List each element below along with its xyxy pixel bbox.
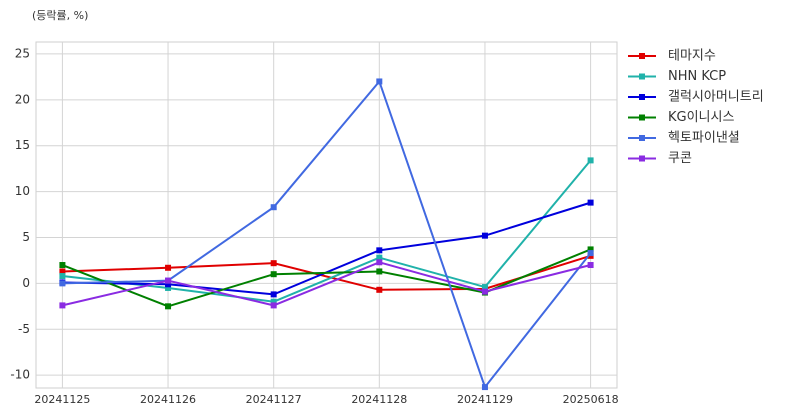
legend-marker [639,73,645,80]
point-marker [376,268,383,275]
legend-marker [639,53,645,59]
x-tick-label: 20250618 [563,393,619,406]
point-marker [376,78,383,85]
point-marker [376,286,383,293]
y-tick-label: 15 [15,138,30,152]
x-tick-label: 20241129 [457,393,513,406]
point-marker [165,277,172,284]
series-line [62,79,592,390]
legend-label: 헥토파이낸셜 [668,131,740,146]
series-line [62,248,591,308]
y-tick-label: 0 [22,276,30,290]
y-tick-label: -10 [10,368,30,382]
plot-frame [35,41,618,389]
point-marker [59,268,66,275]
legend-label: KG이니시스 [668,110,734,125]
series-line [62,261,591,307]
point-marker [270,204,277,211]
series-line [62,159,592,303]
y-tick-label: 20 [15,92,30,106]
y-tick-label: 10 [15,184,30,198]
point-marker [376,247,383,254]
legend-label: 쿠콘 [668,151,692,166]
point-marker [165,281,172,288]
legend-label: 갤럭시아머니트리 [668,90,764,105]
series-line [62,254,591,291]
x-tick-label: 20241126 [140,393,196,406]
legend-marker [639,94,645,100]
point-marker [165,284,172,291]
legend-marker [639,135,645,141]
point-marker [481,232,488,239]
point-marker [59,262,66,269]
legend-marker [639,114,645,121]
point-marker [59,302,66,309]
y-tick-label: 5 [22,230,30,244]
point-marker [587,246,594,253]
point-marker [587,262,594,269]
point-marker [59,280,66,287]
legend-label: NHN KCP [668,69,726,84]
point-marker [270,298,277,305]
point-marker [481,288,488,295]
point-marker [376,254,383,261]
x-tick-label: 20241127 [246,393,302,406]
point-marker [59,273,66,280]
y-tick-label: 25 [15,46,30,60]
point-marker [270,271,277,278]
point-marker [587,250,594,257]
x-tick-label: 20241125 [34,393,90,406]
y-tick-label: -5 [18,322,30,336]
point-marker [270,291,277,298]
point-marker [376,259,383,266]
point-marker [481,284,488,291]
point-marker [587,157,594,164]
legend-marker [639,155,645,162]
point-marker [270,260,277,267]
point-marker [165,264,172,271]
point-marker [270,302,277,309]
x-tick-label: 20241128 [351,393,407,406]
legend-label: 테마지수 [668,49,716,64]
point-marker [481,384,488,391]
point-marker [587,199,594,206]
chart-title: (등락률, %) [32,9,88,22]
point-marker [165,303,172,310]
